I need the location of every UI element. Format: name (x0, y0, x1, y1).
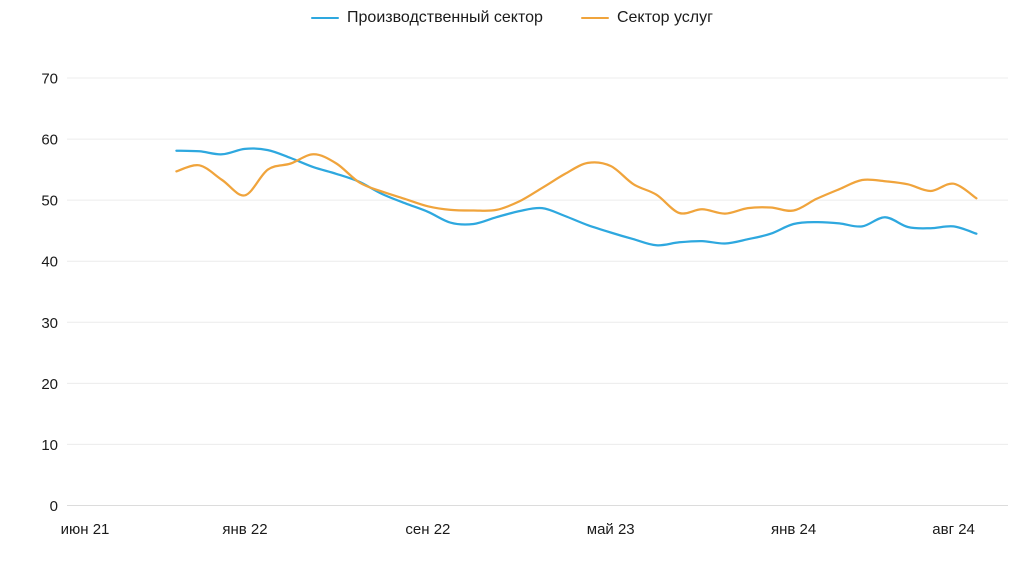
legend-label-manufacturing: Производственный сектор (347, 9, 543, 26)
x-tick-label-2: янв 22 (222, 521, 267, 538)
y-tick-label-0: 0 (50, 498, 58, 515)
x-axis-tick-labels: июн 21 янв 22 сен 22 май 23 янв 24 авг 24 (61, 521, 975, 538)
y-tick-label-20: 20 (41, 376, 58, 393)
legend-label-services: Сектор услуг (616, 9, 713, 26)
x-tick-label-1: июн 21 (61, 521, 110, 538)
chart-legend: Производственный сектор Сектор услуг (0, 8, 1024, 28)
x-tick-label-5: янв 24 (771, 521, 816, 538)
y-tick-label-50: 50 (41, 193, 58, 210)
legend-line-swatch-manufacturing-icon (311, 16, 340, 20)
y-axis-tick-labels: 0 10 20 30 40 50 60 70 (41, 71, 58, 516)
y-tick-label-10: 10 (41, 437, 58, 454)
y-tick-label-60: 60 (41, 132, 58, 149)
legend-item-services[interactable]: Сектор услуг (580, 8, 713, 28)
y-tick-label-40: 40 (41, 254, 58, 271)
gridlines (67, 77, 1008, 506)
legend-line-swatch-services-icon (580, 16, 609, 20)
legend-item-manufacturing[interactable]: Производственный сектор (311, 8, 543, 28)
series-line-services (175, 153, 978, 215)
x-tick-label-3: сен 22 (405, 521, 450, 538)
y-tick-label-30: 30 (41, 315, 58, 332)
series-line-manufacturing (175, 147, 978, 247)
y-tick-label-70: 70 (41, 71, 58, 88)
x-tick-label-4: май 23 (587, 521, 635, 538)
x-tick-label-6: авг 24 (932, 521, 975, 538)
series-lines (175, 147, 978, 247)
